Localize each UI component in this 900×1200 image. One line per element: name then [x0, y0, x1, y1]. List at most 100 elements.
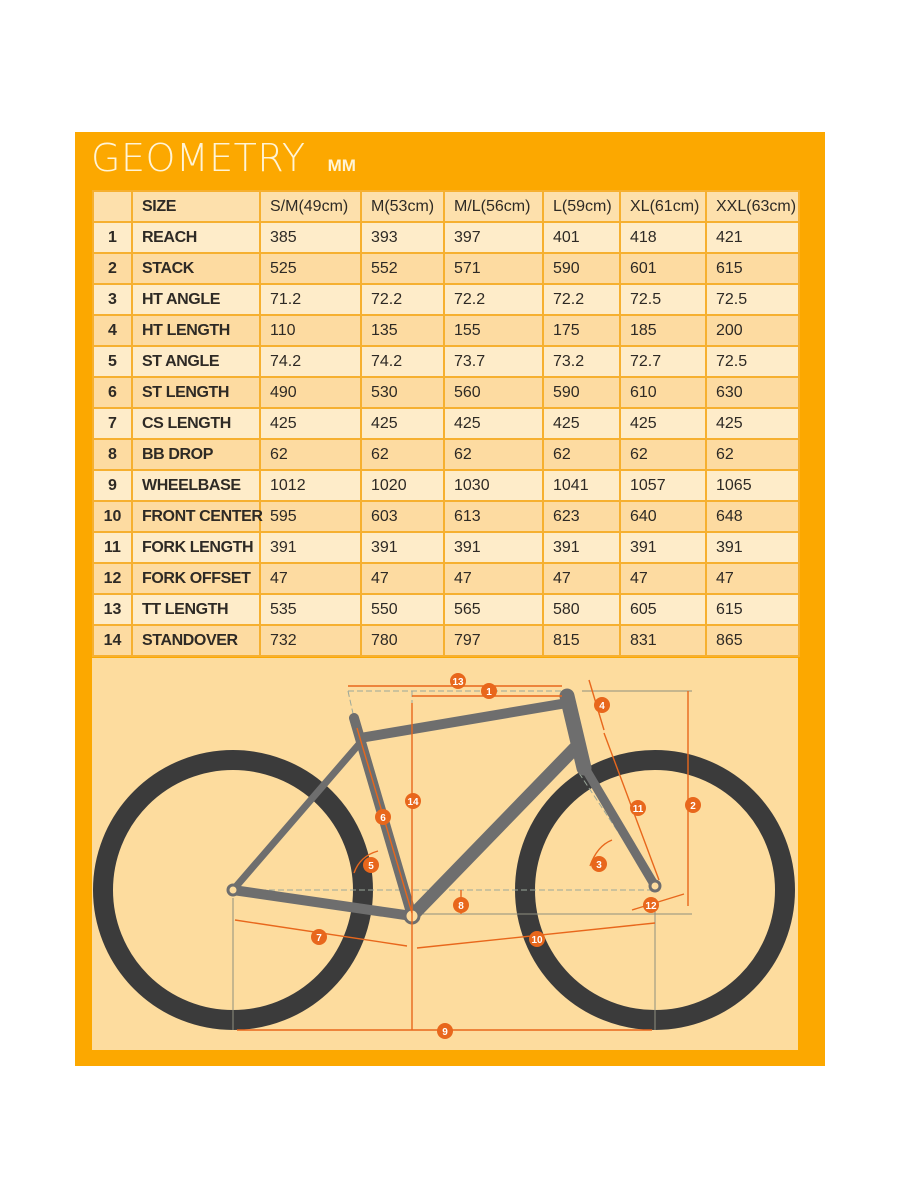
value-cell: 590	[542, 376, 621, 409]
row-number: 3	[92, 283, 133, 316]
row-label: FORK OFFSET	[131, 562, 261, 595]
marker-9-icon: 9	[437, 1023, 453, 1039]
value-cell: 391	[360, 531, 445, 564]
value-cell: 72.5	[705, 345, 800, 378]
row-label: FORK LENGTH	[131, 531, 261, 564]
svg-text:14: 14	[407, 797, 419, 808]
row-label: CS LENGTH	[131, 407, 261, 440]
marker-11-icon: 11	[630, 800, 646, 816]
svg-text:12: 12	[645, 901, 657, 912]
row-number: 13	[92, 593, 133, 626]
value-cell: 610	[619, 376, 707, 409]
table-row: 8 BB DROP 62 62 62 62 62 62	[92, 438, 800, 471]
row-number: 4	[92, 314, 133, 347]
value-cell: 62	[619, 438, 707, 471]
marker-6-icon: 6	[375, 809, 391, 825]
table-row: 3 HT ANGLE 71.2 72.2 72.2 72.2 72.5 72.5	[92, 283, 800, 316]
svg-text:2: 2	[690, 801, 696, 812]
row-label: HT ANGLE	[131, 283, 261, 316]
value-cell: 71.2	[259, 283, 362, 316]
value-cell: 630	[705, 376, 800, 409]
value-cell: 640	[619, 500, 707, 533]
value-cell: 732	[259, 624, 362, 657]
svg-text:8: 8	[458, 901, 464, 912]
svg-text:13: 13	[452, 677, 464, 688]
header-cell-ml: M/L(56cm)	[443, 190, 544, 223]
value-cell: 815	[542, 624, 621, 657]
value-cell: 425	[360, 407, 445, 440]
svg-text:10: 10	[531, 935, 543, 946]
value-cell: 1057	[619, 469, 707, 502]
row-label: REACH	[131, 221, 261, 254]
value-cell: 73.2	[542, 345, 621, 378]
value-cell: 601	[619, 252, 707, 285]
value-cell: 391	[705, 531, 800, 564]
row-number: 7	[92, 407, 133, 440]
row-label: STANDOVER	[131, 624, 261, 657]
geometry-table: SIZE S/M(49cm) M(53cm) M/L(56cm) L(59cm)…	[92, 190, 800, 657]
row-number: 14	[92, 624, 133, 657]
value-cell: 47	[443, 562, 544, 595]
value-cell: 73.7	[443, 345, 544, 378]
svg-text:9: 9	[442, 1027, 448, 1038]
geometry-panel: GEOMETRY MM SIZE S/M(49cm) M(53cm) M/L(5…	[75, 132, 825, 1066]
value-cell: 560	[443, 376, 544, 409]
value-cell: 401	[542, 221, 621, 254]
value-cell: 590	[542, 252, 621, 285]
value-cell: 571	[443, 252, 544, 285]
value-cell: 525	[259, 252, 362, 285]
value-cell: 72.2	[443, 283, 544, 316]
unit-label: MM	[327, 156, 356, 175]
value-cell: 62	[360, 438, 445, 471]
value-cell: 552	[360, 252, 445, 285]
value-cell: 74.2	[360, 345, 445, 378]
header-cell-xxl: XXL(63cm)	[705, 190, 800, 223]
value-cell: 605	[619, 593, 707, 626]
table-row: 6 ST LENGTH 490 530 560 590 610 630	[92, 376, 800, 409]
page-title: GEOMETRY MM	[91, 136, 356, 186]
value-cell: 623	[542, 500, 621, 533]
row-label: STACK	[131, 252, 261, 285]
row-number: 6	[92, 376, 133, 409]
value-cell: 603	[360, 500, 445, 533]
value-cell: 175	[542, 314, 621, 347]
value-cell: 391	[542, 531, 621, 564]
table-row: 14 STANDOVER 732 780 797 815 831 865	[92, 624, 800, 657]
value-cell: 425	[542, 407, 621, 440]
table-header-row: SIZE S/M(49cm) M(53cm) M/L(56cm) L(59cm)…	[92, 190, 800, 223]
value-cell: 418	[619, 221, 707, 254]
bike-geometry-diagram: 13 1 4 2 11 14 6 5 3 8 12 7 10 9	[92, 658, 798, 1050]
value-cell: 62	[259, 438, 362, 471]
value-cell: 425	[619, 407, 707, 440]
value-cell: 1065	[705, 469, 800, 502]
row-number: 1	[92, 221, 133, 254]
table-row: 2 STACK 525 552 571 590 601 615	[92, 252, 800, 285]
value-cell: 72.2	[360, 283, 445, 316]
value-cell: 648	[705, 500, 800, 533]
row-number: 11	[92, 531, 133, 564]
svg-text:6: 6	[380, 813, 386, 824]
row-number: 5	[92, 345, 133, 378]
value-cell: 200	[705, 314, 800, 347]
value-cell: 62	[705, 438, 800, 471]
row-label: FRONT CENTER	[131, 500, 263, 533]
value-cell: 185	[619, 314, 707, 347]
value-cell: 797	[443, 624, 544, 657]
value-cell: 385	[259, 221, 362, 254]
table-row: 12 FORK OFFSET 47 47 47 47 47 47	[92, 562, 800, 595]
title-text: GEOMETRY	[91, 136, 306, 180]
marker-12-icon: 12	[643, 897, 659, 913]
value-cell: 831	[619, 624, 707, 657]
value-cell: 391	[259, 531, 362, 564]
value-cell: 1030	[443, 469, 544, 502]
marker-4-icon: 4	[594, 697, 610, 713]
value-cell: 535	[259, 593, 362, 626]
value-cell: 595	[259, 500, 362, 533]
value-cell: 615	[705, 593, 800, 626]
value-cell: 47	[705, 562, 800, 595]
value-cell: 47	[259, 562, 362, 595]
value-cell: 1041	[542, 469, 621, 502]
svg-text:5: 5	[368, 861, 374, 872]
value-cell: 74.2	[259, 345, 362, 378]
value-cell: 47	[619, 562, 707, 595]
